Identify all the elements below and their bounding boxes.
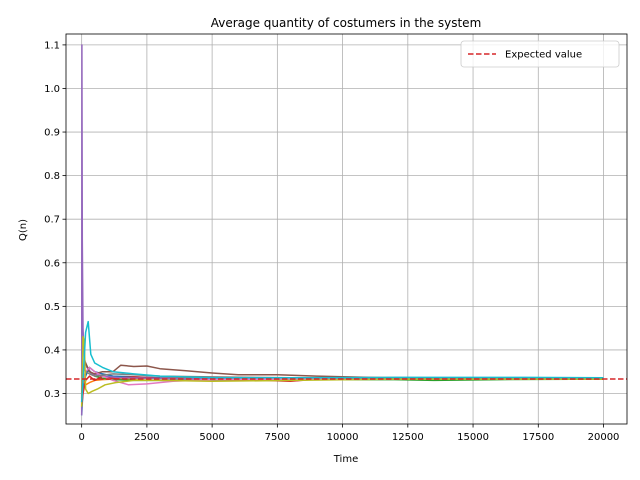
chart-title: Average quantity of costumers in the sys… <box>211 16 482 30</box>
y-axis-label: Q(n) <box>18 219 29 241</box>
x-axis-label: Time <box>333 454 358 465</box>
y-tick-label: 1.0 <box>44 84 60 95</box>
x-tick-label: 12500 <box>392 432 424 443</box>
x-tick-label: 0 <box>78 432 84 443</box>
legend-label: Expected value <box>505 50 582 61</box>
legend: Expected value <box>460 40 620 68</box>
x-tick-label: 10000 <box>327 432 359 443</box>
y-tick-label: 1.1 <box>44 40 60 51</box>
x-tick-label: 17500 <box>522 432 554 443</box>
x-tick-label: 7500 <box>265 432 290 443</box>
x-tick-label: 2500 <box>134 432 159 443</box>
y-tick-label: 0.8 <box>44 171 60 182</box>
y-axis: 0.3 0.4 0.5 0.6 0.7 0.8 0.9 1.0 1.1 <box>44 40 66 400</box>
y-tick-label: 0.3 <box>44 389 60 400</box>
plot-frame <box>65 33 628 425</box>
series-line-10 <box>80 320 604 403</box>
y-tick-label: 0.5 <box>44 302 60 313</box>
x-tick-label: 20000 <box>588 432 620 443</box>
y-tick-label: 0.6 <box>44 258 60 269</box>
grid <box>66 34 627 424</box>
y-tick-label: 0.4 <box>44 345 60 356</box>
legend-box <box>460 40 620 68</box>
x-tick-label: 5000 <box>199 432 224 443</box>
series-line-9 <box>80 336 604 407</box>
y-tick-label: 0.9 <box>44 128 60 139</box>
x-tick-label: 15000 <box>457 432 489 443</box>
x-axis: 0 2500 5000 7500 10000 12500 15000 17500 20000 <box>78 424 619 443</box>
y-tick-label: 0.7 <box>44 215 60 226</box>
